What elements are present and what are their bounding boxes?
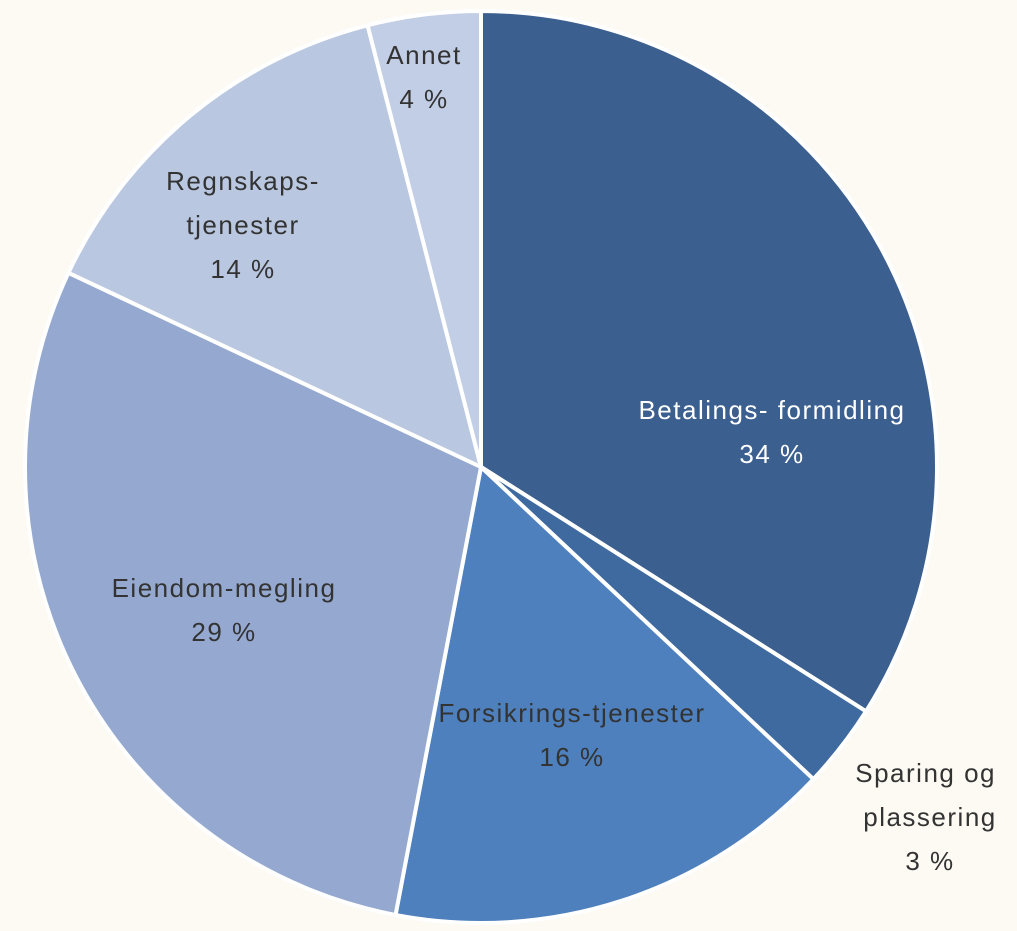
- slice-label: Regnskaps-tjenester: [166, 166, 320, 240]
- slice-label: Sparing og plassering: [855, 758, 1004, 832]
- pie-slice: [65, 22, 484, 471]
- label-line: Forsikrings-tjenester: [438, 698, 705, 728]
- slice-value-label: 14 %: [210, 254, 275, 284]
- slice-label: Betalings- formidling: [638, 395, 905, 425]
- pie-slice: [365, 8, 483, 468]
- slice-value-label: 34 %: [739, 439, 804, 469]
- pie-slice: [393, 463, 817, 925]
- pie-slice: [479, 8, 939, 715]
- label-line: Eiendom-megling: [112, 573, 337, 603]
- label-line: plassering: [863, 802, 997, 832]
- slice-value-label: 16 %: [539, 742, 604, 772]
- pie-slice: [23, 270, 484, 918]
- slice-value-label: 3 %: [905, 846, 954, 876]
- label-line: Regnskaps-: [166, 166, 320, 196]
- slice-label: Annet: [386, 40, 461, 70]
- slice-value-label: 4 %: [399, 84, 448, 114]
- label-line: tjenester: [186, 210, 299, 240]
- label-line: Betalings- formidling: [638, 395, 905, 425]
- slice-label: Eiendom-megling: [112, 573, 337, 603]
- slice-label: Forsikrings-tjenester: [438, 698, 705, 728]
- slice-value-label: 29 %: [191, 617, 256, 647]
- label-line: Sparing og: [855, 758, 1004, 788]
- label-line: Annet: [386, 40, 461, 70]
